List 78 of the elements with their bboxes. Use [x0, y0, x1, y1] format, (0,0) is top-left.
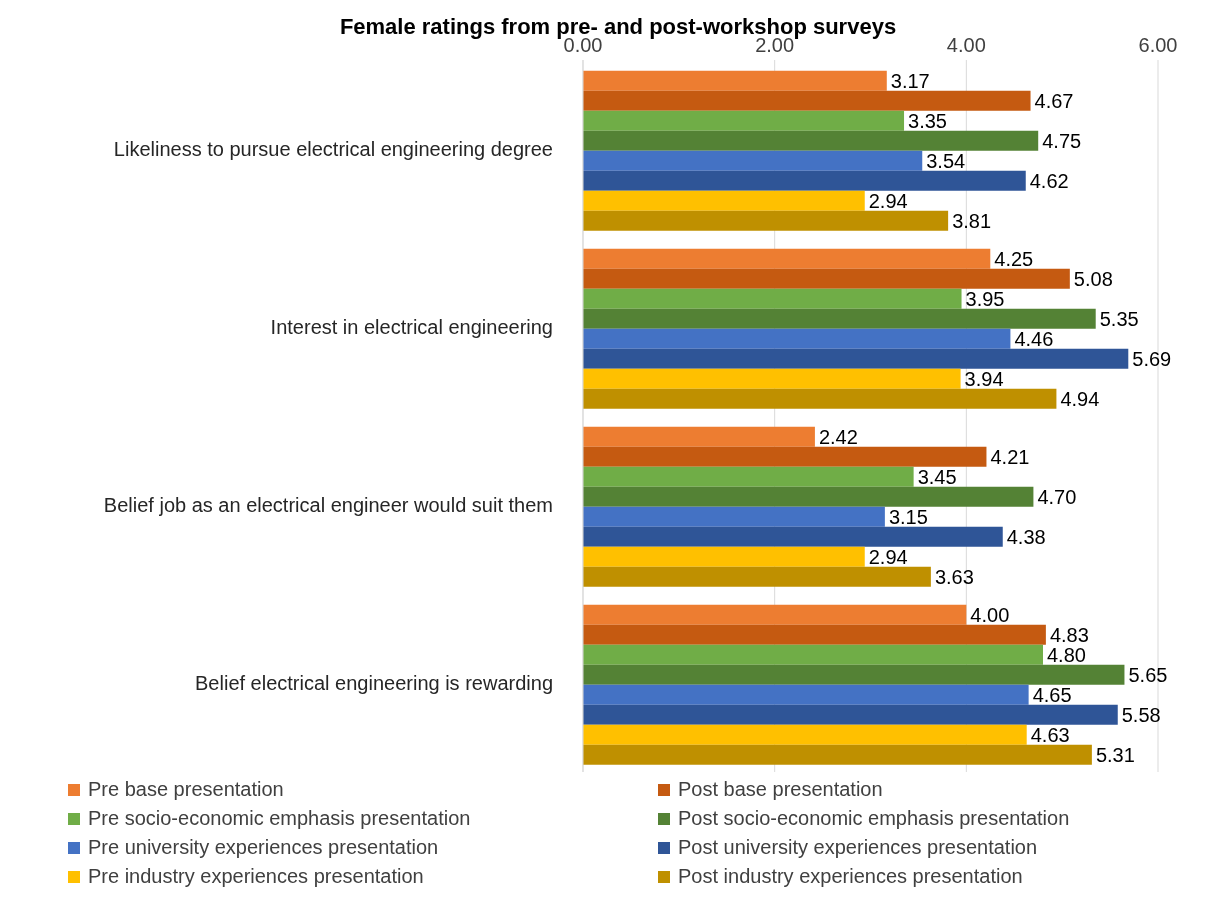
data-label: 4.65 — [1032, 683, 1072, 706]
data-label: 3.54 — [926, 149, 966, 172]
data-label: 4.38 — [1006, 525, 1046, 548]
y-tick-label: Belief job as an electrical engineer would suit them — [103, 494, 553, 517]
bar — [583, 150, 923, 171]
data-label: 2.94 — [868, 189, 908, 212]
data-label: 4.46 — [1014, 327, 1054, 350]
bar — [583, 368, 961, 389]
y-tick-label: Likeliness to pursue electrical engineering degree — [113, 138, 553, 161]
data-label: 2.42 — [818, 425, 858, 448]
data-label: 4.25 — [994, 247, 1034, 270]
bar — [583, 566, 931, 587]
bar — [583, 70, 887, 91]
data-label: 4.83 — [1049, 623, 1089, 646]
bar — [583, 724, 1027, 745]
bar — [583, 328, 1011, 349]
legend-label: Pre university experiences presentation — [87, 836, 440, 859]
data-label: 3.35 — [908, 109, 947, 132]
bar — [583, 348, 1129, 369]
data-label: 4.75 — [1042, 129, 1082, 152]
bar — [583, 388, 1057, 409]
bar — [583, 446, 987, 467]
legend-label: Post industry experiences presentation — [677, 865, 1024, 888]
bar — [583, 644, 1043, 665]
bar — [583, 486, 1034, 507]
legend-label: Post socio-economic emphasis presentation — [677, 807, 1071, 830]
data-label: 5.08 — [1073, 267, 1113, 290]
data-label: 3.17 — [890, 69, 930, 92]
data-label: 3.95 — [965, 287, 1005, 310]
bar — [583, 546, 865, 567]
data-label: 3.81 — [952, 209, 992, 232]
data-label: 4.00 — [970, 603, 1010, 626]
bar — [583, 130, 1039, 151]
data-label: 5.65 — [1128, 663, 1168, 686]
bar — [583, 744, 1092, 765]
data-label: 5.58 — [1121, 703, 1161, 726]
data-label: 4.70 — [1037, 485, 1077, 508]
bar — [583, 90, 1031, 111]
bar — [583, 110, 905, 131]
bar — [583, 308, 1096, 329]
data-label: 3.15 — [888, 505, 928, 528]
data-label: 2.94 — [868, 545, 908, 568]
data-label: 4.67 — [1034, 89, 1074, 112]
data-label: 4.94 — [1060, 387, 1100, 410]
bar — [583, 170, 1026, 191]
data-label: 3.45 — [917, 465, 957, 488]
bar — [583, 664, 1125, 685]
bar — [583, 506, 885, 527]
legend-label: Pre base presentation — [87, 778, 285, 801]
data-label: 5.35 — [1099, 307, 1139, 330]
bar — [583, 704, 1118, 725]
data-label: 4.62 — [1029, 169, 1069, 192]
x-tick-label: 4.00 — [946, 34, 986, 56]
data-label: 5.31 — [1095, 743, 1135, 766]
bar — [583, 268, 1070, 289]
bar — [583, 248, 991, 269]
bar — [583, 466, 914, 487]
bar — [583, 426, 815, 447]
bar — [583, 210, 949, 231]
bar — [583, 526, 1003, 547]
data-label: 4.80 — [1047, 643, 1086, 666]
x-tick-label: 6.00 — [1138, 34, 1178, 56]
bar — [583, 288, 962, 309]
legend-label: Pre industry experiences presentation — [87, 865, 425, 888]
legend-label: Pre socio-economic emphasis presentation — [87, 807, 472, 830]
data-label: 5.69 — [1132, 347, 1172, 370]
bar — [583, 684, 1029, 705]
legend-label: Post base presentation — [677, 778, 884, 801]
bar — [583, 624, 1046, 645]
data-label: 4.63 — [1030, 723, 1070, 746]
y-tick-label: Interest in electrical engineering — [270, 316, 553, 339]
y-tick-label: Belief electrical engineering is rewarding — [195, 672, 553, 695]
data-label: 3.63 — [934, 565, 974, 588]
bar — [583, 190, 865, 211]
data-label: 4.21 — [990, 445, 1030, 468]
data-label: 3.94 — [964, 367, 1004, 390]
legend-label: Post university experiences presentation — [677, 836, 1039, 859]
bar — [583, 604, 967, 625]
